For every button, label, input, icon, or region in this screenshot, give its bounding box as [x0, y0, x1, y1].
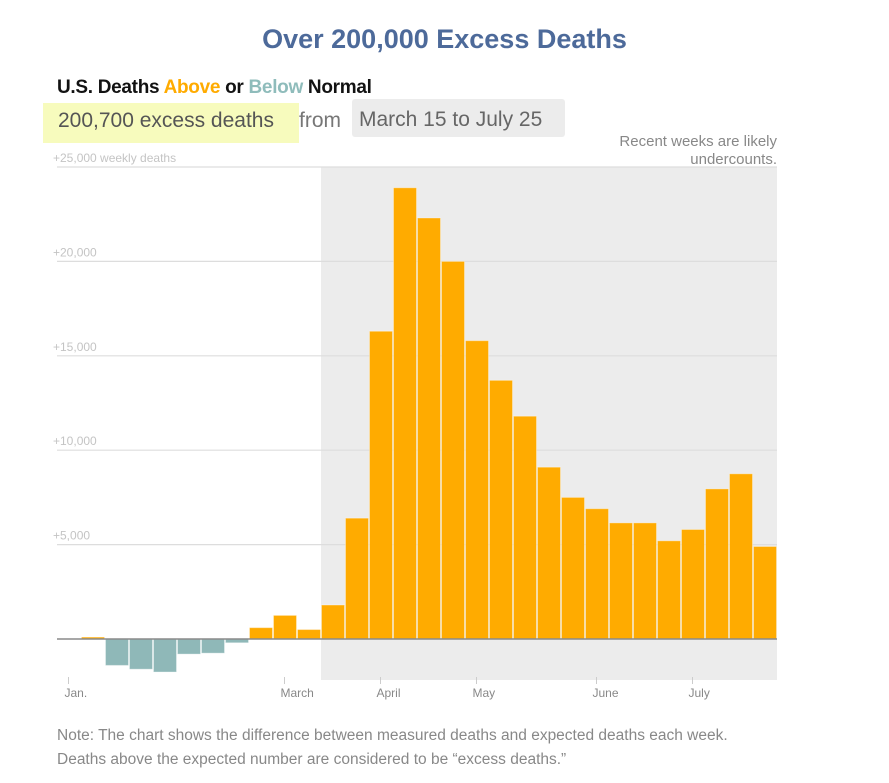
excess-highlight	[43, 103, 299, 143]
bar-above	[633, 522, 657, 640]
x-tick-label: July	[689, 686, 710, 700]
bar-above	[441, 260, 465, 640]
y-tick-label: +5,000	[53, 529, 90, 543]
bar-above	[609, 522, 633, 640]
x-tick-label: June	[593, 686, 619, 700]
chart-footnote: Note: The chart shows the difference bet…	[57, 727, 728, 768]
x-tick-label: May	[473, 686, 496, 700]
bar-below	[153, 638, 177, 673]
date-range-text: March 15 to July 25	[359, 108, 543, 131]
chart-headline: Over 200,000 Excess Deaths	[262, 24, 627, 54]
chart-title-post: Normal	[302, 77, 372, 98]
x-tick-label: March	[281, 686, 314, 700]
undercount-line-1: Recent weeks are likely	[619, 133, 777, 150]
bar-above	[321, 604, 345, 640]
x-tick-label: Jan.	[65, 686, 88, 700]
bar-above	[729, 473, 753, 640]
chart-title-pre: U.S. Deaths	[57, 77, 164, 98]
undercount-annotation: Recent weeks are likely undercounts.	[619, 133, 777, 169]
chart-title: U.S. Deaths Above or Below Normal	[57, 77, 372, 99]
bar-above	[465, 340, 489, 640]
bar-below	[177, 638, 201, 655]
y-tick-label: +25,000 weekly deaths	[53, 151, 176, 165]
bar-above	[417, 217, 441, 640]
bar-below	[201, 638, 225, 654]
bar-above	[585, 508, 609, 640]
y-tick-label: +20,000	[53, 245, 97, 259]
excess-count: 200,700 excess deaths	[58, 109, 274, 132]
legend-above: Above	[163, 77, 221, 98]
bar-above	[561, 496, 585, 640]
bar-above	[681, 528, 705, 640]
x-tick-label: April	[377, 686, 401, 700]
bar-above	[393, 187, 417, 640]
chart-title-mid: or	[220, 77, 249, 98]
bar-above	[249, 627, 273, 640]
bar-above	[489, 379, 513, 640]
undercount-line-2: undercounts.	[690, 151, 777, 168]
bar-above	[297, 629, 321, 640]
y-tick-label: +10,000	[53, 434, 97, 448]
bar-above	[657, 540, 681, 640]
bar-above	[369, 330, 393, 640]
bar-above	[345, 517, 369, 640]
y-tick-label: +15,000	[53, 340, 97, 354]
summary-from: from	[299, 109, 341, 132]
date-range-box: March 15 to July 25	[352, 99, 565, 137]
bar-below	[105, 638, 129, 666]
bar-above	[513, 415, 537, 640]
bar-above	[705, 488, 729, 640]
bar-above	[753, 545, 777, 640]
bar-above	[537, 466, 561, 640]
legend-below: Below	[248, 77, 304, 98]
bar-below	[129, 638, 153, 670]
bar-above	[273, 614, 297, 640]
